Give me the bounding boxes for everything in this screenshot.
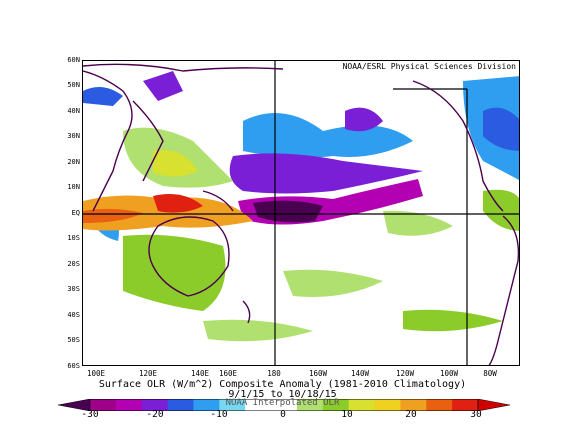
olr-anomaly-map <box>83 61 519 365</box>
lon-label: 100E <box>86 369 106 378</box>
dataset-watermark: NOAA Interpolated OLR <box>225 398 340 408</box>
lon-label: 140E <box>190 369 210 378</box>
lon-label: 160E <box>218 369 238 378</box>
colorbar-label: 20 <box>405 409 417 420</box>
data-credit: NOAA/ESRL Physical Sciences Division <box>341 62 517 71</box>
lat-label: 10S <box>67 234 80 242</box>
colorbar-swatch <box>167 399 194 411</box>
lat-label: 50N <box>67 81 80 89</box>
colorbar-swatch <box>219 399 246 411</box>
lat-label: 40S <box>67 311 80 319</box>
colorbar-swatch <box>400 399 427 411</box>
lon-label: 80W <box>483 369 497 378</box>
colorbar-swatch <box>322 399 350 411</box>
colorbar <box>58 399 510 411</box>
lat-label: 40N <box>67 107 80 115</box>
colorbar-swatch <box>90 399 117 411</box>
colorbar-label: 0 <box>280 409 286 420</box>
colorbar-swatch <box>271 399 298 411</box>
map-frame: NOAA/ESRL Physical Sciences Division <box>82 60 520 366</box>
colorbar-swatch <box>245 399 272 411</box>
lat-label: 60N <box>67 56 80 64</box>
map-date-range: 9/1/15 to 10/18/15 <box>228 389 337 400</box>
map-title: Surface OLR (W/m^2) Composite Anomaly (1… <box>98 379 467 390</box>
colorbar-swatch <box>193 399 220 411</box>
lon-label: 140W <box>350 369 370 378</box>
lon-label: 160W <box>308 369 328 378</box>
colorbar-swatch <box>296 399 324 411</box>
lat-label: 10N <box>67 183 80 191</box>
coastlines <box>83 63 519 365</box>
colorbar-swatch <box>141 399 169 411</box>
lon-label: 100W <box>439 369 459 378</box>
colorbar-label: -30 <box>81 409 99 420</box>
lat-label: 20S <box>67 260 80 268</box>
colorbar-border <box>89 399 479 411</box>
lat-label: 20N <box>67 158 80 166</box>
colorbar-label: -20 <box>146 409 164 420</box>
lat-label: 30N <box>67 132 80 140</box>
lon-label: 180 <box>267 369 281 378</box>
colorbar-swatch <box>374 399 401 411</box>
lat-label: 60S <box>67 362 80 370</box>
colorbar-swatch <box>348 399 376 411</box>
lon-label: 120W <box>395 369 415 378</box>
colorbar-label: 10 <box>341 409 353 420</box>
lon-label: 120E <box>138 369 158 378</box>
colorbar-swatch <box>426 399 453 411</box>
colorbar-label: -10 <box>210 409 228 420</box>
colorbar-swatch <box>452 399 479 411</box>
colorbar-label: 30 <box>470 409 482 420</box>
lat-label: 30S <box>67 285 80 293</box>
lat-label: EQ <box>71 209 80 217</box>
colorbar-swatch <box>115 399 143 411</box>
lat-label: 50S <box>67 336 80 344</box>
